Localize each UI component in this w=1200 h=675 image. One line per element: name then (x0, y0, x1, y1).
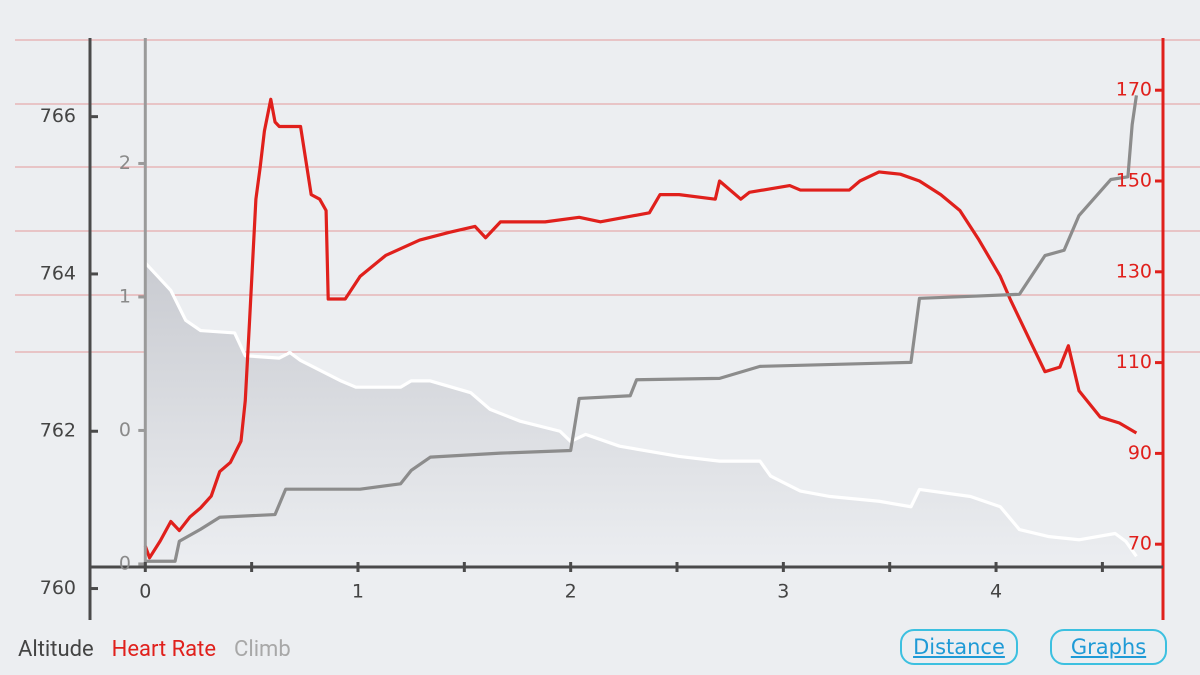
climb-tick-label: 0 (119, 552, 131, 574)
distance-button[interactable]: Distance (900, 629, 1018, 665)
y2-tick-label: 110 (1116, 351, 1152, 373)
y2-tick-label: 150 (1116, 170, 1152, 192)
series-line (145, 95, 1138, 563)
climb-tick-label: 1 (119, 285, 131, 307)
series-line (143, 97, 1138, 560)
climb-tick-label: 2 (119, 152, 131, 174)
y2-tick-label: 90 (1128, 442, 1152, 464)
y2-tick-label: 130 (1116, 260, 1152, 282)
y-tick-label: 760 (40, 577, 76, 599)
climb-tick-label: 0 (119, 419, 131, 441)
x-tick-label: 0 (139, 581, 151, 603)
x-tick-label: 4 (990, 581, 1002, 603)
y-tick-label: 762 (40, 420, 76, 442)
legend-entry: Altitude (18, 637, 94, 662)
y-tick-label: 764 (40, 262, 76, 284)
series-line (144, 261, 1138, 558)
y-tick-label: 766 (40, 105, 76, 127)
background-lines (15, 39, 1200, 353)
y2-tick-label: 170 (1116, 79, 1152, 101)
altitude-area (145, 262, 1137, 567)
legend-entry: Heart Rate (111, 637, 217, 662)
legend: Altitude Heart Rate Climb (18, 637, 309, 662)
legend-entry: Climb (234, 637, 291, 662)
x-tick-label: 2 (565, 581, 577, 603)
y2-tick-label: 70 (1128, 533, 1152, 555)
x-tick-label: 3 (777, 581, 789, 603)
x-tick-label: 1 (352, 581, 364, 603)
graphs-button[interactable]: Graphs (1050, 629, 1167, 665)
